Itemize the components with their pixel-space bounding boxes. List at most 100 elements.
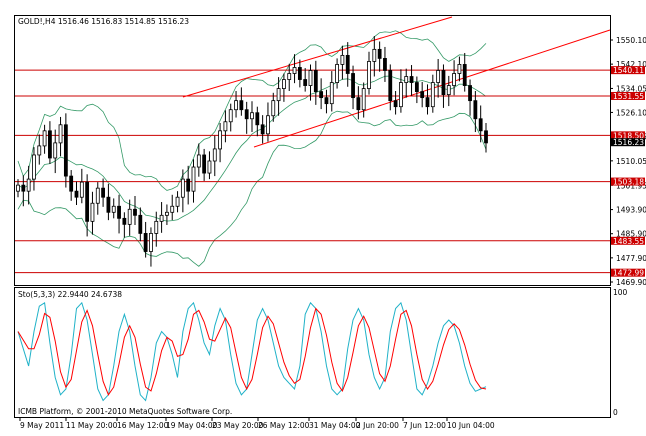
- symbol-header: GOLD!,H4 1516.46 1516.83 1514.85 1516.23: [18, 17, 189, 26]
- candle-body: [79, 181, 84, 198]
- candle-body: [143, 233, 148, 252]
- trend-line-upper[interactable]: [182, 16, 453, 98]
- candle-body: [420, 91, 425, 99]
- candle-body: [85, 181, 90, 222]
- candle-body: [165, 211, 169, 216]
- candle-body: [133, 208, 137, 216]
- candle-body: [207, 160, 212, 174]
- candle-body: [388, 70, 393, 102]
- candle-body: [430, 82, 435, 108]
- time-axis-label: 2 Jun 20:00: [356, 421, 399, 430]
- candle-body: [127, 208, 132, 225]
- time-axis-label: 7 Jun 12:00: [403, 421, 446, 430]
- candle-body: [393, 100, 398, 108]
- candle-body: [101, 187, 105, 198]
- price-tick-label: 1510.05: [616, 157, 646, 166]
- candle-body: [175, 196, 180, 207]
- candle-body: [266, 115, 270, 135]
- candle-body: [340, 54, 345, 65]
- time-axis-label: 23 May 20:00: [212, 421, 264, 430]
- candle-body: [478, 118, 483, 132]
- candle-body: [457, 64, 462, 74]
- time-axis-label: 11 May 20:00: [66, 421, 118, 430]
- candle-body: [282, 79, 286, 89]
- candle-body: [308, 70, 313, 86]
- candle-body: [111, 205, 116, 213]
- candle-body: [170, 205, 175, 213]
- candle-body: [42, 130, 47, 147]
- price-tick-label: 1550.10: [616, 36, 646, 45]
- candle-body: [154, 220, 159, 234]
- candle-body: [69, 175, 74, 192]
- stochastic-signal-line: [17, 307, 487, 396]
- candle-body: [446, 85, 451, 96]
- candle-body: [399, 82, 403, 108]
- candle-body: [117, 205, 121, 219]
- candle-body: [191, 166, 196, 192]
- candle-body: [356, 97, 361, 111]
- time-axis-label: 10 Jun 04:00: [447, 421, 495, 430]
- candle-body: [90, 202, 95, 222]
- candle-body: [95, 187, 100, 204]
- price-tick-label: 1501.95: [616, 181, 646, 190]
- time-axis-label: 26 May 12:00: [258, 421, 310, 430]
- candle-body: [48, 130, 52, 159]
- candle-body: [106, 196, 111, 213]
- indicator-frame: [14, 287, 611, 418]
- candle-body: [21, 184, 26, 192]
- candle-body: [345, 54, 350, 74]
- time-axis-label: 16 May 12:00: [117, 421, 169, 430]
- candle-body: [244, 109, 249, 120]
- price-line-label: 1531.55: [613, 92, 644, 101]
- price-tick-label: 1477.90: [616, 254, 646, 263]
- candle-body: [186, 178, 191, 192]
- time-axis-label: 31 May 04:00: [309, 421, 361, 430]
- candle-body: [53, 142, 58, 159]
- indicator-axis-top: 100: [613, 288, 628, 297]
- candle-body: [303, 79, 308, 86]
- candle-body: [159, 214, 164, 222]
- current-price-marker: 1516.23: [611, 138, 645, 147]
- candle-body: [287, 73, 292, 80]
- bollinger-upper: [17, 30, 487, 191]
- candle-body: [409, 76, 414, 83]
- candle-body: [436, 70, 441, 83]
- candle-body: [452, 73, 456, 86]
- horizontal-lines: [15, 69, 610, 274]
- price-line-label: 1503.18: [613, 178, 644, 187]
- candle-body: [404, 76, 409, 83]
- candle-body: [218, 130, 222, 150]
- candle-body: [462, 64, 467, 86]
- price-tick-label: 1526.10: [616, 108, 646, 117]
- candle-body: [223, 121, 228, 132]
- candle-body: [297, 67, 302, 80]
- candle-body: [149, 233, 153, 252]
- candle-body: [335, 64, 339, 83]
- candle-body: [16, 184, 20, 192]
- current-price-label: 1516.23: [613, 138, 644, 147]
- candle-body: [425, 97, 430, 108]
- candle-body: [234, 100, 238, 111]
- candle-body: [180, 178, 185, 198]
- candle-body: [122, 217, 127, 225]
- price-line-labels: 1540.11 1531.55 1518.50 1503.18 1483.55 1472.…: [611, 66, 645, 278]
- candle-body: [367, 61, 371, 89]
- candle-body: [329, 82, 334, 105]
- price-line-label: 1472.99: [613, 269, 644, 278]
- candle-body: [196, 154, 201, 168]
- candle-body: [138, 214, 143, 234]
- candle-body: [414, 82, 419, 92]
- candle-body: [361, 88, 366, 111]
- price-tick-label: 1469.90: [616, 278, 646, 287]
- candle-body: [484, 130, 488, 144]
- candle-body: [319, 91, 324, 99]
- candle-body: [63, 124, 68, 177]
- candle-body: [250, 112, 254, 120]
- price-line-label: 1483.55: [613, 237, 644, 246]
- candle-body: [351, 73, 355, 99]
- time-axis-label: 19 May 04:00: [166, 421, 218, 430]
- candle-body: [383, 58, 387, 71]
- candle-body: [255, 112, 260, 126]
